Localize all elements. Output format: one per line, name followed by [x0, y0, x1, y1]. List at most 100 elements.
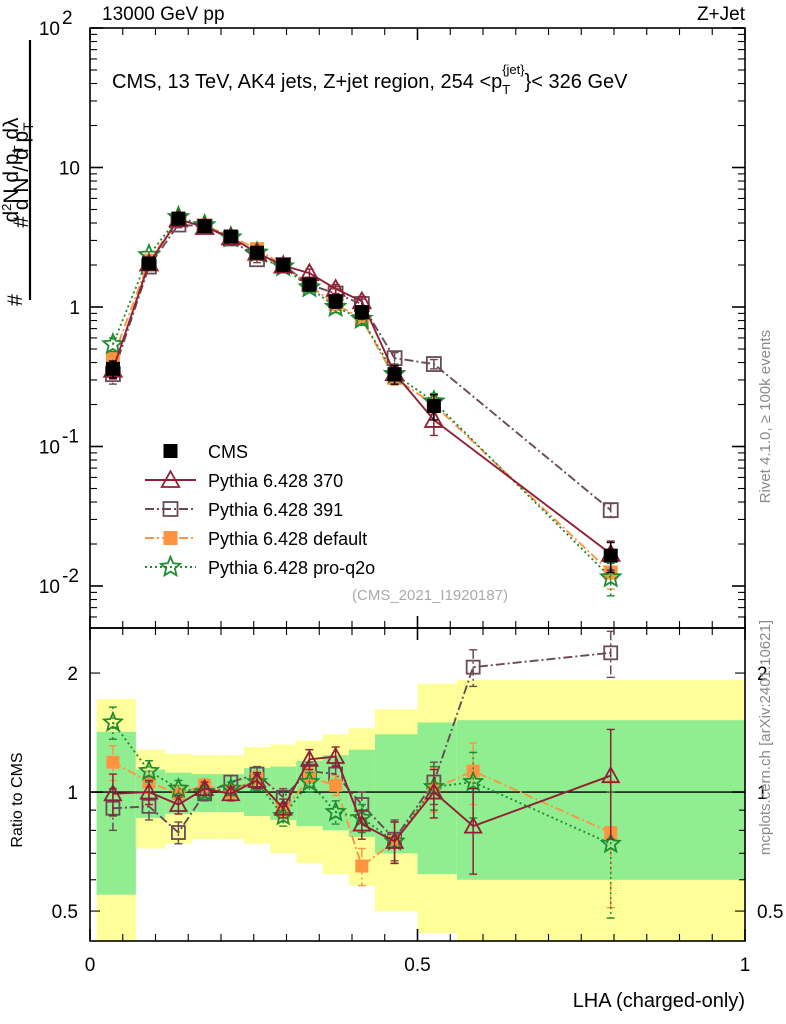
data-point-marker — [223, 229, 238, 244]
data-point-marker — [163, 444, 178, 458]
data-point-marker — [103, 783, 123, 802]
legend-label: Pythia 6.428 370 — [208, 471, 343, 491]
data-point-marker — [158, 554, 183, 578]
main-series-8f1f35 — [102, 208, 622, 571]
data-point-marker — [325, 746, 346, 764]
x-tick-label: 0 — [85, 955, 96, 976]
data-point-marker — [599, 831, 622, 854]
legend-label: Pythia 6.428 pro-q2o — [208, 558, 375, 578]
data-point-marker — [247, 770, 267, 788]
data-point-marker — [298, 770, 321, 792]
data-point-marker — [463, 816, 483, 834]
legend-label: Pythia 6.428 default — [208, 529, 367, 549]
data-point-marker — [324, 800, 347, 822]
ratio-band-inner — [456, 720, 745, 880]
data-point-marker — [139, 782, 159, 800]
data-point-marker — [101, 331, 125, 355]
main-series-6b4a58 — [105, 216, 619, 519]
data-point-marker — [426, 399, 441, 414]
data-point-marker — [197, 219, 212, 234]
y-axis-label-denominator: # d N / d pT — [10, 122, 36, 228]
data-point-marker — [465, 659, 481, 675]
data-point-marker — [250, 245, 265, 260]
data-point-marker — [160, 469, 181, 488]
data-point-marker — [193, 780, 216, 802]
ratio-y-tick-label-right: 1 — [757, 783, 768, 804]
x-axis-label: LHA (charged-only) — [573, 990, 745, 1012]
data-point-marker — [194, 778, 215, 797]
data-point-marker — [273, 798, 293, 816]
data-point-marker — [106, 755, 120, 769]
data-point-marker — [302, 277, 317, 292]
main-y-tick-label: 1 — [69, 298, 80, 319]
data-point-marker — [299, 749, 320, 767]
data-point-marker — [387, 367, 402, 382]
header-left-text: 13000 GeV pp — [102, 4, 225, 25]
series-line — [112, 223, 612, 511]
data-point-marker — [601, 765, 621, 784]
main-panel-frame — [89, 27, 746, 629]
y-axis-hash: # — [4, 294, 27, 306]
data-point-marker — [384, 831, 405, 849]
side-annotation-rivet: Rivet 4.1.0, ≥ 100k events — [757, 330, 774, 503]
legend-entry-1[interactable]: Pythia 6.428 370 — [145, 469, 343, 491]
legend-label: CMS — [208, 442, 248, 462]
ratio-y-tick-label-right: 0.5 — [757, 902, 783, 923]
legend-entry-4[interactable]: Pythia 6.428 pro-q2o — [145, 554, 375, 578]
data-point-marker — [101, 710, 125, 732]
header-right-text: Z+Jet — [697, 4, 746, 25]
x-tick-label: 1 — [740, 955, 751, 976]
data-point-marker — [163, 531, 178, 545]
ratio-y-axis-label: Ratio to CMS — [9, 752, 26, 847]
data-point-marker — [602, 502, 619, 519]
ratio-y-tick-label-right: 2 — [757, 664, 768, 685]
series-line — [112, 216, 612, 579]
data-point-marker — [598, 565, 623, 588]
data-point-marker — [302, 770, 316, 784]
data-point-marker — [423, 409, 445, 428]
main-y-tick-exponent: -2 — [62, 566, 79, 587]
legend-label: Pythia 6.428 391 — [208, 500, 343, 520]
data-point-marker — [168, 794, 189, 812]
data-point-marker — [424, 782, 444, 800]
data-point-marker — [425, 356, 442, 372]
x-tick-label: 0.5 — [404, 955, 430, 976]
data-point-marker — [141, 256, 156, 271]
main-y-tick-label: 10 — [59, 159, 80, 180]
ratio-uncertainty-bands — [96, 680, 745, 941]
data-point-marker — [461, 770, 485, 792]
side-annotation-mcplots: mcplots.cern.ch [arXiv:2401.10621] — [757, 620, 774, 855]
data-point-marker — [355, 859, 369, 873]
legend-entry-2[interactable]: Pythia 6.428 391 — [145, 500, 343, 520]
data-point-marker — [276, 258, 291, 273]
main-y-ticks — [90, 27, 745, 629]
main-y-tick-label: 10 — [39, 577, 60, 598]
plot-title: CMS, 13 TeV, AK4 jets, Z+jet region, 254… — [112, 62, 628, 97]
main-series-000000 — [105, 211, 618, 574]
data-point-marker — [171, 211, 186, 226]
data-point-marker — [105, 361, 120, 376]
data-point-marker — [323, 294, 348, 318]
ratio-y-tick-label: 2 — [67, 664, 78, 685]
main-y-tick-label: 10 — [39, 19, 60, 40]
data-point-marker — [328, 294, 343, 309]
main-y-tick-exponent: -1 — [62, 427, 79, 448]
data-point-marker — [603, 548, 618, 563]
legend-entry-0[interactable]: CMS — [163, 442, 249, 462]
series-line — [112, 755, 612, 843]
main-y-tick-label: 10 — [39, 438, 60, 459]
dataset-watermark: (CMS_2021_I1920187) — [352, 587, 508, 604]
main-y-tick-exponent: 2 — [62, 8, 73, 29]
series-line — [112, 218, 612, 574]
ratio-y-tick-label: 0.5 — [52, 902, 78, 923]
data-point-marker — [297, 274, 322, 298]
data-point-marker — [352, 814, 372, 832]
ratio-y-tick-label: 1 — [67, 783, 78, 804]
data-point-marker — [221, 783, 241, 802]
legend-entry-3[interactable]: Pythia 6.428 default — [145, 529, 367, 549]
data-point-marker — [354, 305, 369, 320]
data-point-marker — [329, 778, 343, 792]
data-point-marker — [167, 776, 190, 799]
